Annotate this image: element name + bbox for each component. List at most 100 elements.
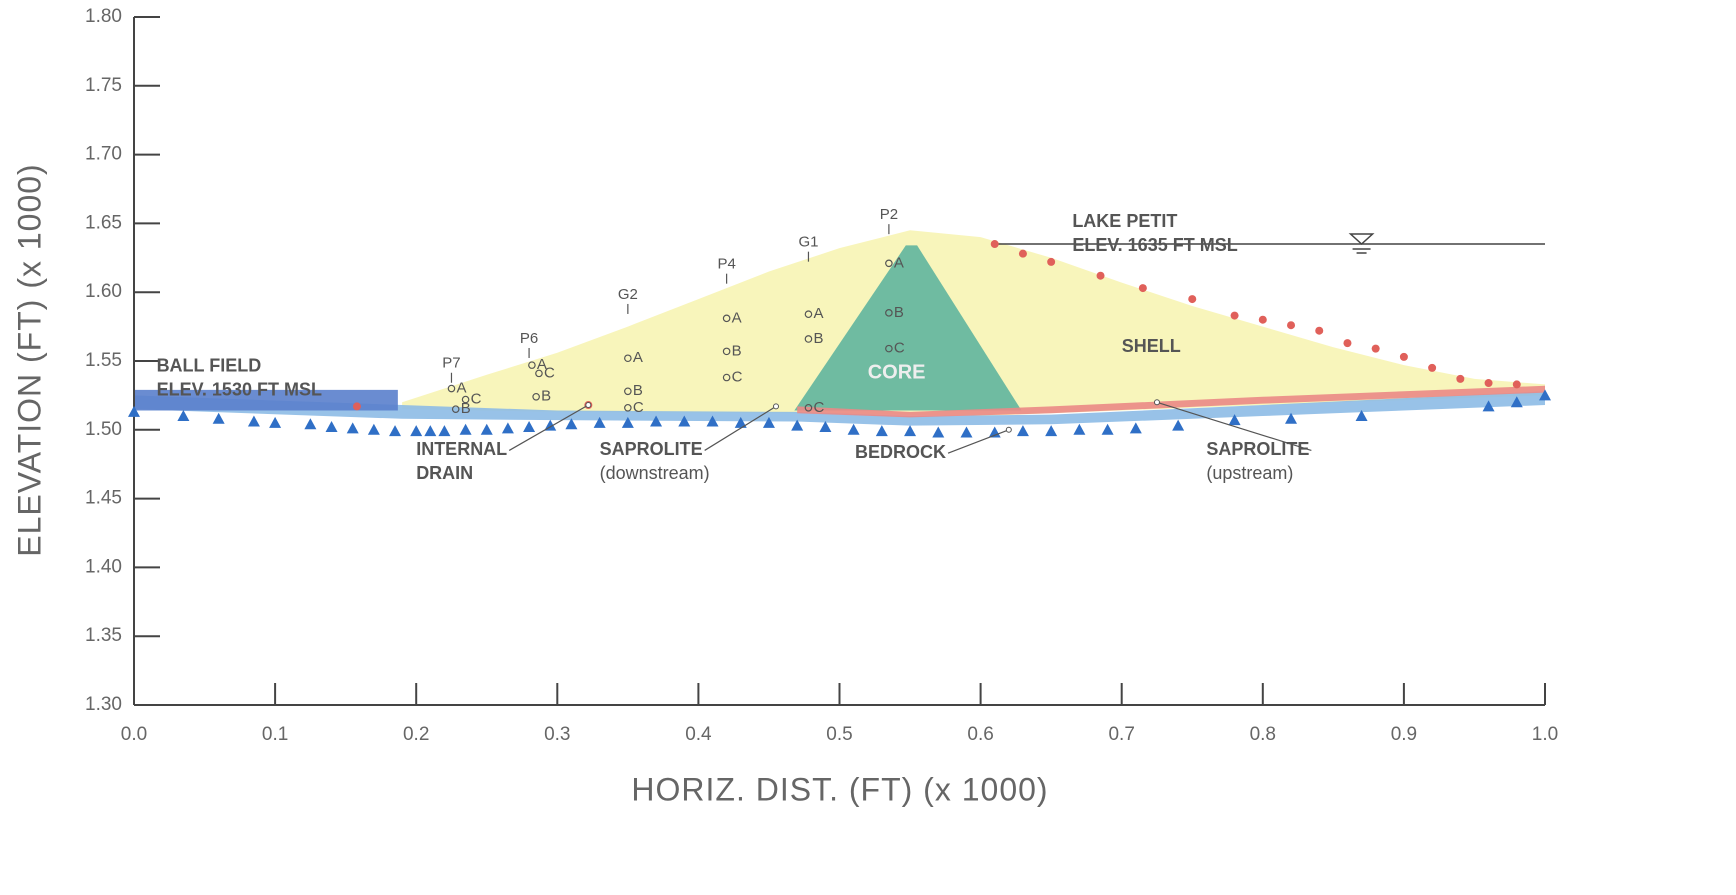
bedrock-point	[762, 416, 775, 428]
phreatic-point	[1343, 339, 1352, 348]
sensor	[447, 384, 456, 393]
sensor	[461, 395, 470, 404]
y-tick-label: 1.35	[85, 625, 122, 646]
bedrock-point	[706, 415, 719, 427]
sensor	[451, 405, 460, 413]
phreatic-point	[1484, 379, 1493, 388]
x-tick-label: 0.3	[544, 724, 570, 745]
leader-end	[1153, 399, 1160, 406]
bedrock-point	[325, 421, 338, 433]
annotation: DRAIN	[416, 463, 473, 483]
phreatic-point	[1287, 321, 1296, 330]
bedrock-point	[678, 415, 691, 427]
phreatic-point	[1399, 352, 1408, 361]
leader-line	[1156, 401, 1312, 452]
y-tick-label: 1.55	[85, 350, 122, 371]
region	[402, 230, 1546, 417]
x-tick-label: 0.5	[826, 724, 852, 745]
x-tick-label: 0.6	[967, 724, 993, 745]
y-tick-label: 1.80	[85, 6, 122, 27]
bedrock-point	[269, 416, 282, 428]
phreatic-point	[1315, 326, 1324, 335]
bedrock-point	[960, 426, 973, 438]
bedrock-point	[1510, 396, 1523, 408]
x-tick-label: 0.7	[1108, 724, 1134, 745]
bedrock-point	[1482, 400, 1495, 412]
annotation: INTERNAL	[416, 439, 507, 459]
sensor	[885, 344, 893, 353]
y-axis-title: ELEVATION (FT) (x 1000)	[11, 163, 47, 556]
region	[134, 389, 398, 411]
bedrock-point	[523, 421, 536, 433]
sensor-label: B	[633, 382, 643, 399]
sensor	[624, 354, 632, 363]
instrument-name: P2	[880, 206, 898, 223]
phreatic-point	[1047, 257, 1056, 266]
sensor	[624, 387, 632, 396]
bedrock-point	[593, 416, 606, 428]
y-tick-label: 1.30	[85, 694, 122, 715]
phreatic-point	[1018, 249, 1027, 258]
x-tick-label: 0.4	[685, 724, 712, 745]
bedrock-point	[1539, 389, 1551, 401]
bedrock-point	[1101, 423, 1114, 435]
sensor-label: B	[541, 388, 551, 405]
bedrock-point	[438, 425, 451, 437]
x-tick-label: 0.2	[403, 724, 429, 745]
bedrock-point	[1172, 419, 1185, 431]
x-tick-label: 0.1	[262, 724, 288, 745]
bedrock-point	[1045, 425, 1058, 437]
bedrock-point	[988, 426, 1001, 438]
leader-line	[704, 405, 777, 451]
phreatic-point	[1258, 315, 1267, 324]
sensor-label: A	[456, 379, 466, 396]
bedrock-point	[932, 426, 945, 438]
sensor-label: B	[732, 342, 742, 359]
annotation: BEDROCK	[855, 442, 946, 462]
bedrock-point	[177, 410, 190, 422]
annotation: ELEV. 1530 FT MSL	[157, 379, 322, 399]
bedrock-point	[1129, 422, 1142, 434]
leader-end	[585, 402, 592, 409]
phreatic-point	[1371, 344, 1380, 353]
sensor-label: C	[633, 399, 644, 416]
sensor-label: A	[813, 305, 823, 322]
sensor	[804, 403, 813, 412]
annotation: BALL FIELD	[157, 355, 262, 375]
phreatic-point	[990, 240, 999, 249]
leader-line	[508, 404, 589, 451]
annotation: ELEV. 1635 FT MSL	[1072, 235, 1237, 255]
y-tick-label: 1.40	[85, 556, 122, 577]
sensor	[885, 259, 893, 268]
bedrock-point	[304, 418, 317, 430]
annotation: (upstream)	[1206, 463, 1293, 483]
annotation: (downstream)	[600, 463, 710, 483]
sensor-label: A	[537, 356, 547, 373]
sensor	[722, 373, 731, 382]
bedrock-point	[1016, 425, 1029, 437]
sensor	[804, 310, 813, 319]
bedrock-point	[1355, 410, 1368, 422]
annotation: SAPROLITE	[1206, 439, 1309, 459]
phreatic-point	[1096, 271, 1105, 280]
bedrock-point	[424, 425, 437, 437]
sensor	[885, 309, 893, 317]
bedrock-point	[875, 425, 888, 437]
bedrock-point	[621, 416, 634, 428]
y-tick-label: 1.50	[85, 419, 122, 440]
x-tick-label: 0.0	[121, 724, 147, 745]
sensor	[722, 347, 731, 356]
bedrock-point	[1285, 412, 1298, 424]
sensor-label: C	[813, 399, 824, 416]
phreatic-point	[1188, 295, 1197, 304]
bedrock-point	[346, 422, 359, 434]
sensor-label: A	[732, 309, 742, 326]
sensor-label: C	[894, 340, 905, 357]
x-tick-label: 0.8	[1250, 724, 1276, 745]
bedrock-point	[847, 423, 860, 435]
y-tick-label: 1.75	[85, 75, 122, 96]
bedrock-point	[410, 425, 423, 437]
leader-end	[1005, 426, 1012, 433]
y-tick-label: 1.70	[85, 144, 122, 165]
